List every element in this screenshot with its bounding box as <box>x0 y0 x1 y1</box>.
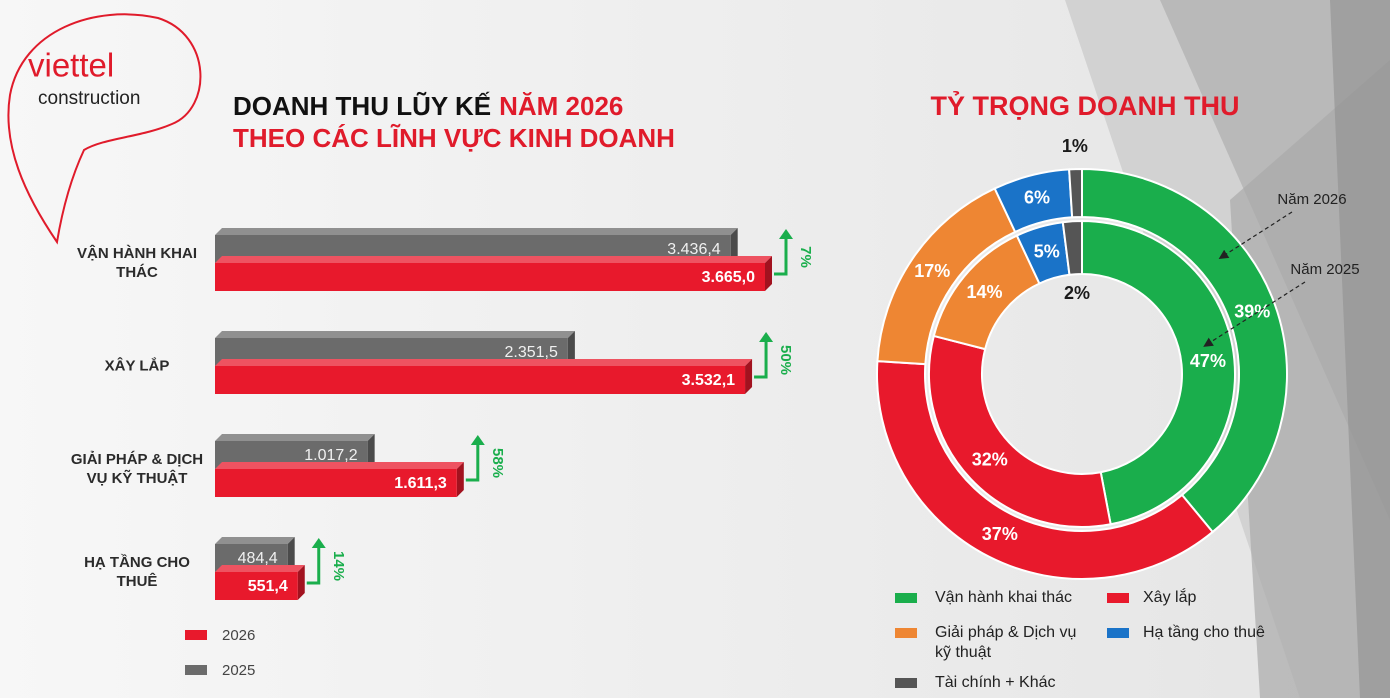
value-label: 551,4 <box>248 578 288 595</box>
value-label: 3.665,0 <box>702 269 755 286</box>
ring-pointer <box>1218 211 1293 259</box>
slice-label: 47% <box>1190 351 1226 371</box>
slice-label: 14% <box>967 282 1003 302</box>
pie-title: TỶ TRỌNG DOANH THU <box>931 89 1240 121</box>
donut-slice <box>876 360 1215 580</box>
growth-arrowhead <box>779 229 793 239</box>
bar-top <box>215 565 305 572</box>
legend-swatch <box>895 678 917 688</box>
category-label: XÂY LẮP <box>104 357 170 375</box>
bar-top <box>215 228 738 235</box>
logo-brand: viettel <box>28 47 114 84</box>
legend-swatch <box>1107 628 1129 638</box>
growth-arrowhead <box>759 332 774 342</box>
slice-label: 32% <box>972 449 1008 469</box>
legend-label: Tài chính + Khác <box>935 674 1056 691</box>
bar-side <box>287 537 295 572</box>
value-label: 1.611,3 <box>394 475 447 492</box>
bar-top <box>215 331 575 338</box>
growth-arrow <box>306 546 321 585</box>
legend-swatch <box>185 630 207 640</box>
bar-side <box>745 359 753 394</box>
title-part: DOANH THU LŨY KẾ <box>233 91 491 121</box>
category-label: HẠ TẦNG CHO THUÊ <box>84 554 190 590</box>
legend-label: Giải pháp & Dịch vụ kỹ thuật <box>935 624 1077 661</box>
logo-tagline: construction <box>38 88 140 109</box>
bar-side <box>765 256 772 291</box>
ring-pointer <box>1203 281 1306 347</box>
bar <box>215 572 298 600</box>
category-label: GIẢI PHÁP & DỊCH VỤ KỸ THUẬT <box>70 451 204 487</box>
slice-label: 6% <box>1024 187 1050 207</box>
value-label: 1.017,2 <box>304 447 357 464</box>
growth-label: 58% <box>489 448 506 478</box>
bar-side <box>367 434 375 469</box>
bar-top <box>215 359 753 366</box>
value-label: 2.351,5 <box>504 344 557 361</box>
growth-label: 50% <box>777 345 794 375</box>
donut-slice <box>928 334 1112 528</box>
donut-slice <box>1068 167 1083 219</box>
bar <box>215 469 457 497</box>
donut-slice <box>1081 167 1288 534</box>
legend-label: Vận hành khai thác <box>935 589 1072 606</box>
legend-swatch <box>185 665 207 675</box>
title-part: NĂM 2026 <box>499 91 623 121</box>
growth-label: 14% <box>330 551 347 581</box>
growth-arrowhead <box>470 435 485 445</box>
legend-label: 2025 <box>222 662 255 679</box>
background-decor <box>1065 0 1390 698</box>
chart-title: DOANH THU LŨY KẾ NĂM 2026 <box>233 91 623 121</box>
ring-label: Năm 2025 <box>1290 261 1359 278</box>
donut-slice <box>1081 219 1236 526</box>
category-label: VẬN HÀNH KHAI THÁC <box>77 245 197 281</box>
growth-arrow <box>465 443 480 482</box>
donut-slice <box>1061 219 1083 276</box>
value-label: 484,4 <box>238 550 278 567</box>
slice-label: 17% <box>914 261 950 281</box>
chart-title: THEO CÁC LĨNH VỰC KINH DOANH <box>233 123 675 153</box>
ring-label: Năm 2026 <box>1277 191 1346 208</box>
legend-swatch <box>895 593 917 603</box>
growth-arrow <box>774 237 788 276</box>
bar-side <box>567 331 575 366</box>
bar-side <box>456 462 464 497</box>
bar <box>215 263 765 291</box>
legend-label: Hạ tầng cho thuê <box>1143 624 1265 641</box>
legend-swatch <box>895 628 917 638</box>
legend-swatch <box>1107 593 1129 603</box>
slice-label: 39% <box>1234 301 1270 321</box>
slice-label: 1% <box>1062 136 1088 156</box>
slice-label: 5% <box>1034 241 1060 261</box>
value-label: 3.532,1 <box>682 372 735 389</box>
bar-side <box>297 565 305 600</box>
growth-arrowhead <box>311 538 326 548</box>
bar-top <box>215 462 464 469</box>
logo-bubble <box>7 13 202 245</box>
legend-label: Xây lắp <box>1143 589 1197 606</box>
bar <box>215 366 746 394</box>
bar-top <box>215 537 295 544</box>
slice-label: 2% <box>1064 283 1090 303</box>
legend-label: 2026 <box>222 627 255 644</box>
bar-side <box>730 228 738 263</box>
value-label: 3.436,4 <box>667 241 720 258</box>
bar-top <box>215 434 375 441</box>
growth-arrow <box>754 340 768 379</box>
bar-top <box>215 256 772 263</box>
slice-label: 37% <box>982 524 1018 544</box>
growth-label: 7% <box>797 246 814 268</box>
